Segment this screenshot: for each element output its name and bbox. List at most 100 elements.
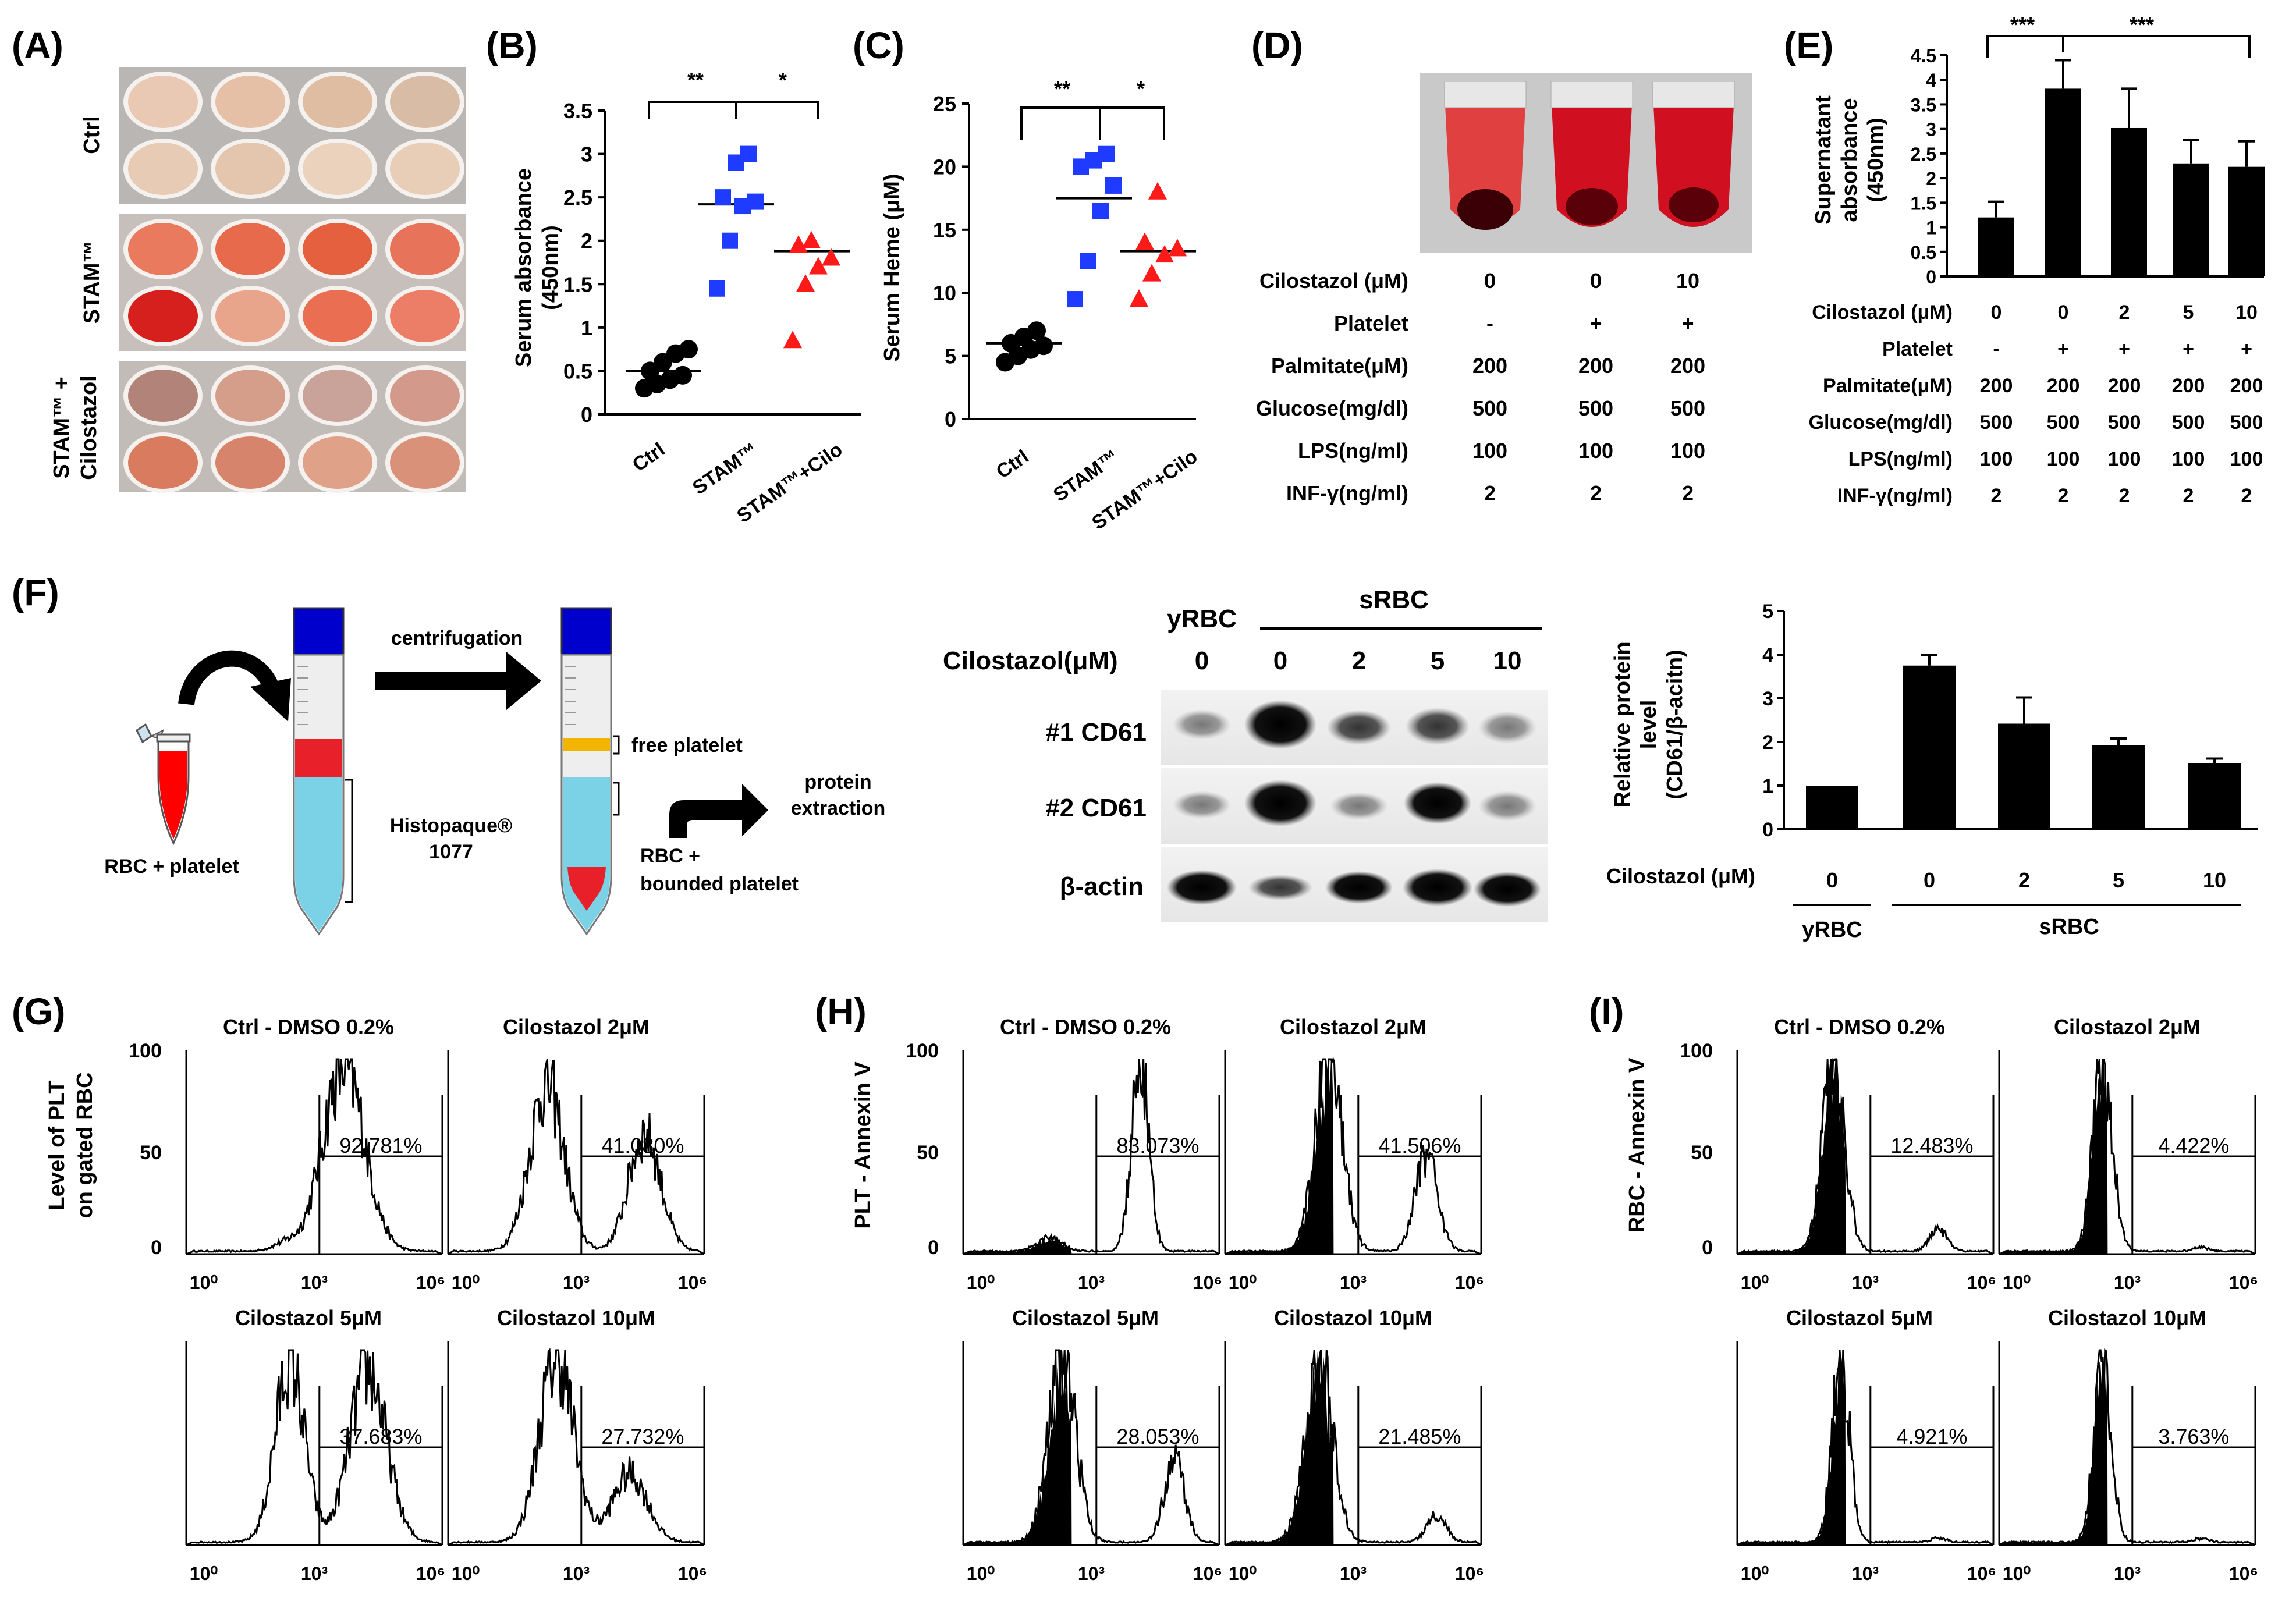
condition-value: 500 (1980, 411, 2013, 434)
panel-a-photos: Ctrl STAM™ STAM™ + Cilostazol (49, 67, 466, 493)
y-tick-label: 4.5 (1911, 45, 1936, 66)
condition-label: Cilostazol (μM) (1259, 269, 1408, 293)
data-point (809, 257, 828, 275)
condition-value: + (2118, 338, 2130, 360)
y-tick-label: 3 (1762, 688, 1773, 710)
f-group-srbc: sRBC (2039, 915, 2099, 939)
condition-value: 100 (2230, 448, 2263, 470)
condition-label: Palmitate(μM) (1271, 354, 1408, 378)
y-tick-label: 5 (1762, 601, 1773, 623)
flow-y-tick: 100 (906, 1040, 939, 1062)
y-tick-label: 2 (1926, 168, 1936, 189)
y-tick-label: 3 (581, 143, 592, 166)
well (128, 370, 198, 422)
panel-label-e: (E) (1784, 24, 1833, 66)
y-tick-label: 3 (1926, 119, 1936, 140)
gate-percent: 4.422% (2158, 1134, 2229, 1157)
y-tick-label: 1 (1926, 218, 1936, 239)
data-point (822, 248, 840, 266)
condition-value: 2 (2119, 301, 2130, 324)
flow-x-tick: 10³ (1340, 1563, 1367, 1584)
protein-label-1: protein (804, 771, 871, 793)
condition-value: - (1486, 311, 1493, 335)
flow-histogram (1737, 1350, 1994, 1546)
condition-label: Glucose(mg/dl) (1256, 396, 1408, 420)
flow-x-tick: 10³ (1340, 1272, 1367, 1293)
flow-x-tick: 10³ (1078, 1272, 1105, 1293)
flow-x-tick: 10⁰ (452, 1563, 480, 1584)
condition-value: 2 (2241, 485, 2252, 507)
panel-g-flow: Level of PLT on gated RBC Ctrl - DMSO 0.… (45, 1015, 707, 1584)
data-point (1130, 289, 1148, 307)
condition-value: 500 (1578, 396, 1613, 420)
well (215, 143, 285, 195)
well (390, 290, 460, 342)
c-sig-brackets (1020, 106, 1165, 140)
flow-histogram (963, 1059, 1220, 1255)
flow-x-tick: 10⁰ (1741, 1563, 1769, 1584)
y-tick-label: 4 (1762, 644, 1773, 666)
y-tick-label: 5 (945, 345, 956, 368)
f-x-title: Cilostazol (μM) (1606, 864, 1755, 888)
data-point (1105, 177, 1122, 194)
b-sig-1: ** (687, 68, 704, 92)
flow-x-tick: 10⁶ (1193, 1563, 1222, 1584)
condition-value: 100 (1472, 439, 1507, 463)
flow-x-tick: 10⁰ (1741, 1272, 1769, 1293)
condition-value: 2 (1484, 481, 1496, 505)
histopaque-label-2: 1077 (429, 841, 473, 863)
c-xtick-stam: STAM™ (1049, 445, 1123, 506)
panel-label-c: (C) (853, 24, 904, 66)
flow-x-tick: 10³ (301, 1272, 328, 1293)
protein-label-2: extraction (791, 797, 886, 819)
condition-value: 2 (2183, 485, 2194, 507)
gate-percent: 21.485% (1378, 1425, 1461, 1448)
flow-x-tick: 10³ (301, 1563, 328, 1584)
flow-y-tick: 50 (140, 1142, 162, 1164)
y-tick-label: 0 (1762, 819, 1773, 841)
flow-title: Cilostazol 2μM (503, 1015, 650, 1039)
y-tick-label: 20 (933, 155, 956, 179)
flow-title: Cilostazol 2μM (1280, 1015, 1426, 1039)
i-ylabel: RBC - Annexin V (1625, 1057, 1649, 1233)
bar (2111, 127, 2147, 276)
condition-label: Cilostazol (μM) (1812, 301, 1953, 324)
well (303, 143, 372, 195)
e-sig-1: *** (2010, 13, 2035, 37)
y-tick-label: 2 (1762, 732, 1773, 754)
condition-value: + (1681, 311, 1694, 335)
flow-x-tick: 10³ (1852, 1563, 1879, 1584)
condition-value: 200 (2108, 375, 2141, 397)
flow-title: Cilostazol 5μM (1012, 1306, 1159, 1330)
flow-x-tick: 10⁶ (416, 1563, 445, 1584)
curved-arrowhead-icon (250, 678, 291, 722)
panel-e: Supernatant absorbance (450nm) 0 0.5 1 1.5 2… (1809, 13, 2265, 507)
y-tick-label: 4 (1926, 70, 1936, 91)
flow-histogram (1225, 1350, 1482, 1546)
flow-histogram-fill (1225, 1351, 1334, 1545)
flow-x-tick: 10⁰ (1229, 1563, 1257, 1584)
flow-x-tick: 10⁶ (416, 1272, 445, 1293)
panel-i-flow: RBC - Annexin V Ctrl - DMSO 0.2% 100 50 0 12… (1625, 1015, 2258, 1584)
well (390, 370, 460, 422)
data-point (679, 340, 698, 359)
condition-label: LPS(ng/ml) (1848, 448, 1953, 470)
y-tick-label: 1.5 (563, 272, 592, 296)
condition-value: 2 (2058, 485, 2069, 507)
y-tick-label: 2 (581, 229, 592, 253)
flow-x-tick: 10³ (563, 1272, 590, 1293)
well (215, 290, 285, 342)
well (390, 436, 460, 489)
data-point (722, 232, 738, 249)
gate-percent: 28.053% (1116, 1425, 1199, 1448)
condition-value: 2 (1682, 481, 1694, 505)
flow-x-tick: 10³ (1852, 1272, 1879, 1293)
flow-x-tick: 10³ (2114, 1272, 2141, 1293)
condition-label: Glucose(mg/dl) (1809, 411, 1953, 434)
data-point (1142, 264, 1161, 282)
gate-percent: 37.683% (339, 1425, 422, 1448)
flow-title: Cilostazol 10μM (2048, 1306, 2206, 1330)
flow-title: Ctrl - DMSO 0.2% (1774, 1015, 1945, 1039)
condition-label: Platelet (1334, 311, 1408, 335)
panel-f-schematic: RBC + platelet Histopaque® 1077 centrifu… (104, 607, 886, 936)
